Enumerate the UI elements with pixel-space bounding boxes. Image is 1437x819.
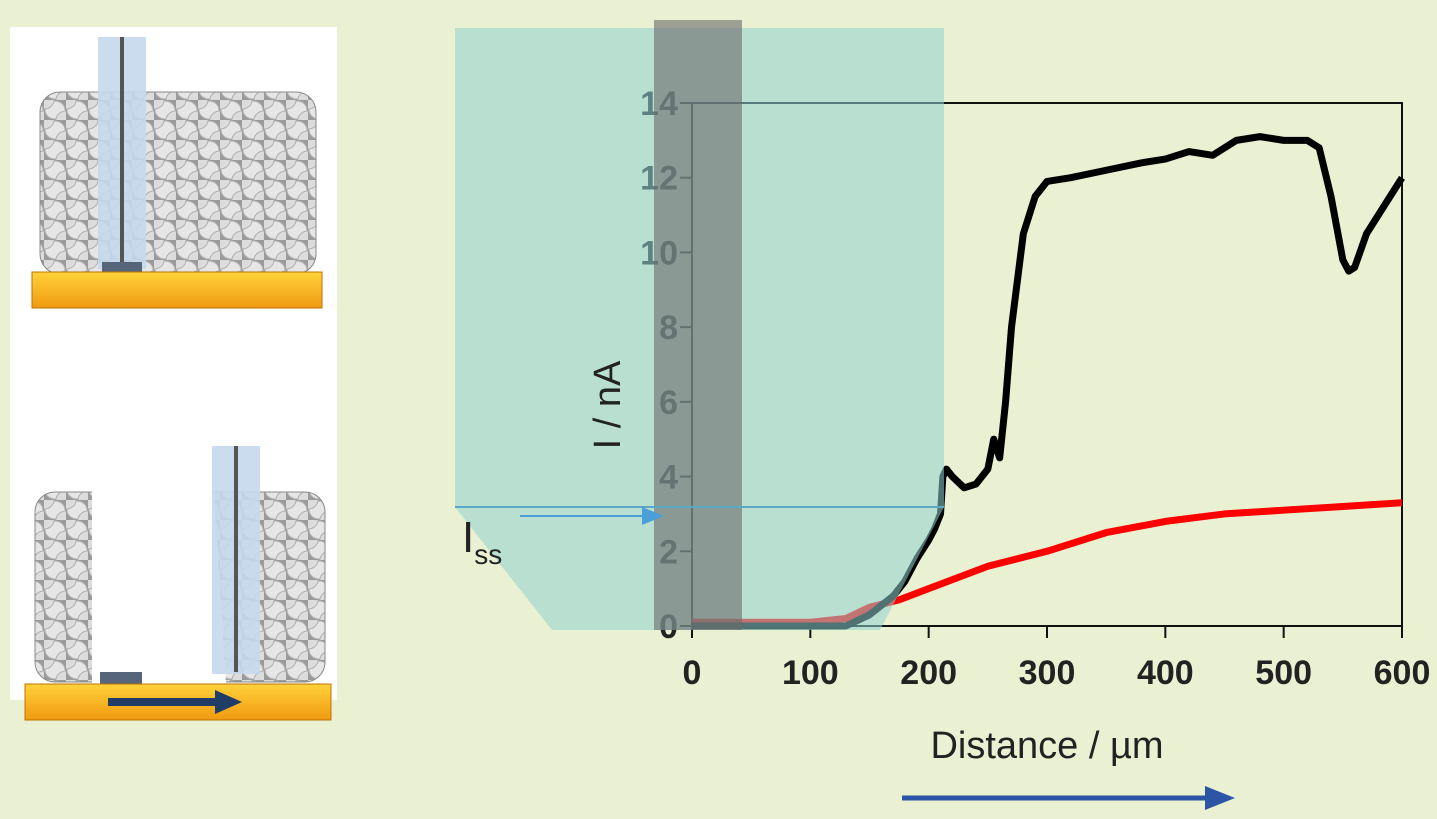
x-tick-label: 200 <box>900 654 957 692</box>
x-tick-label: 300 <box>1019 654 1076 692</box>
annotation-text: I <box>462 513 474 562</box>
x-tick-label: 0 <box>683 654 702 692</box>
x-axis-label: Distance / µm <box>930 725 1163 767</box>
y-axis-label: I / nA <box>587 360 629 449</box>
x-tick-label: 500 <box>1255 654 1312 692</box>
x-tick-label: 600 <box>1374 654 1431 692</box>
x-tick-label: 100 <box>782 654 839 692</box>
x-tick-label: 400 <box>1137 654 1194 692</box>
annotation-subscript: ss <box>474 539 502 570</box>
schematic <box>10 27 337 720</box>
figure: 010020030040050060002468101214 Iss Dista… <box>0 0 1437 819</box>
